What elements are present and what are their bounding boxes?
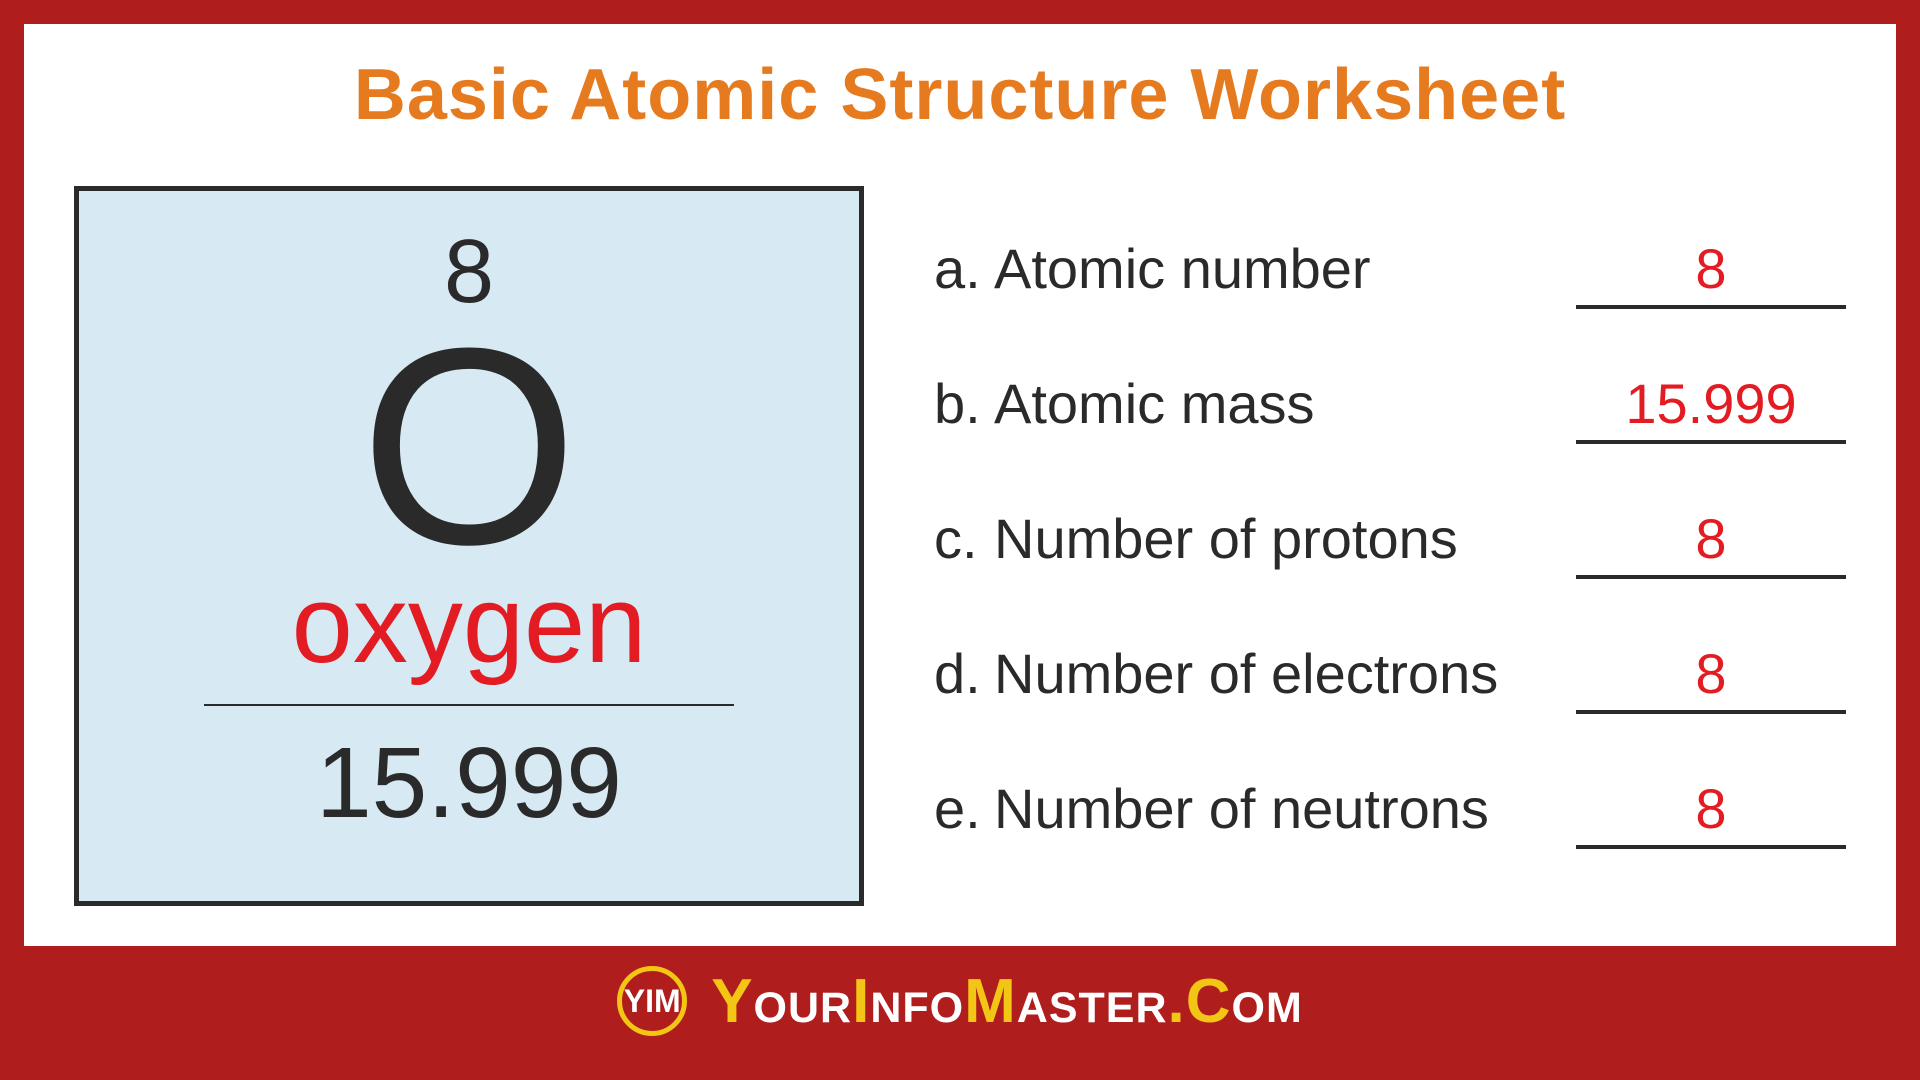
question-row: d. Number of electrons 8: [934, 641, 1846, 714]
element-symbol: O: [360, 314, 578, 580]
atomic-mass: 15.999: [316, 726, 622, 841]
question-text: Number of protons: [994, 506, 1576, 571]
question-text: Number of electrons: [994, 641, 1576, 706]
brand-name: YourInfoMaster.Com: [711, 966, 1303, 1037]
question-label: b.: [934, 371, 994, 436]
answer-value: 8: [1695, 507, 1726, 570]
element-tile: 8 O oxygen 15.999: [74, 186, 864, 906]
page-title: Basic Atomic Structure Worksheet: [64, 54, 1856, 136]
tile-divider: [204, 704, 734, 706]
question-row: b. Atomic mass 15.999: [934, 371, 1846, 444]
brand-accent: I: [852, 967, 870, 1036]
answer-value: 8: [1695, 777, 1726, 840]
worksheet-inner: Basic Atomic Structure Worksheet 8 O oxy…: [24, 24, 1896, 1056]
question-row: a. Atomic number 8: [934, 236, 1846, 309]
element-name: oxygen: [292, 570, 647, 680]
answer-field: 15.999: [1576, 371, 1846, 444]
answer-value: 15.999: [1625, 372, 1796, 435]
brand-accent: .C: [1168, 967, 1232, 1036]
worksheet-frame: Basic Atomic Structure Worksheet 8 O oxy…: [0, 0, 1920, 1080]
answer-field: 8: [1576, 236, 1846, 309]
question-row: e. Number of neutrons 8: [934, 776, 1846, 849]
question-label: c.: [934, 506, 994, 571]
answer-field: 8: [1576, 506, 1846, 579]
brand-part: nfo: [870, 967, 964, 1036]
brand-accent: M: [964, 967, 1017, 1036]
question-label: a.: [934, 236, 994, 301]
brand-part: our: [754, 967, 853, 1036]
brand-accent: Y: [711, 967, 753, 1036]
answer-value: 8: [1695, 642, 1726, 705]
question-text: Number of neutrons: [994, 776, 1576, 841]
content-row: 8 O oxygen 15.999 a. Atomic number 8 b. …: [64, 186, 1856, 911]
footer-bar: YIM YourInfoMaster.Com: [24, 946, 1896, 1056]
answer-field: 8: [1576, 641, 1846, 714]
questions-list: a. Atomic number 8 b. Atomic mass 15.999…: [934, 186, 1846, 911]
question-text: Atomic mass: [994, 371, 1576, 436]
question-label: e.: [934, 776, 994, 841]
answer-field: 8: [1576, 776, 1846, 849]
answer-value: 8: [1695, 237, 1726, 300]
question-row: c. Number of protons 8: [934, 506, 1846, 579]
logo-text: YIM: [624, 983, 681, 1020]
brand-part: om: [1232, 967, 1303, 1036]
question-text: Atomic number: [994, 236, 1576, 301]
brand-part: aster: [1017, 967, 1168, 1036]
question-label: d.: [934, 641, 994, 706]
brand-logo-icon: YIM: [617, 966, 687, 1036]
